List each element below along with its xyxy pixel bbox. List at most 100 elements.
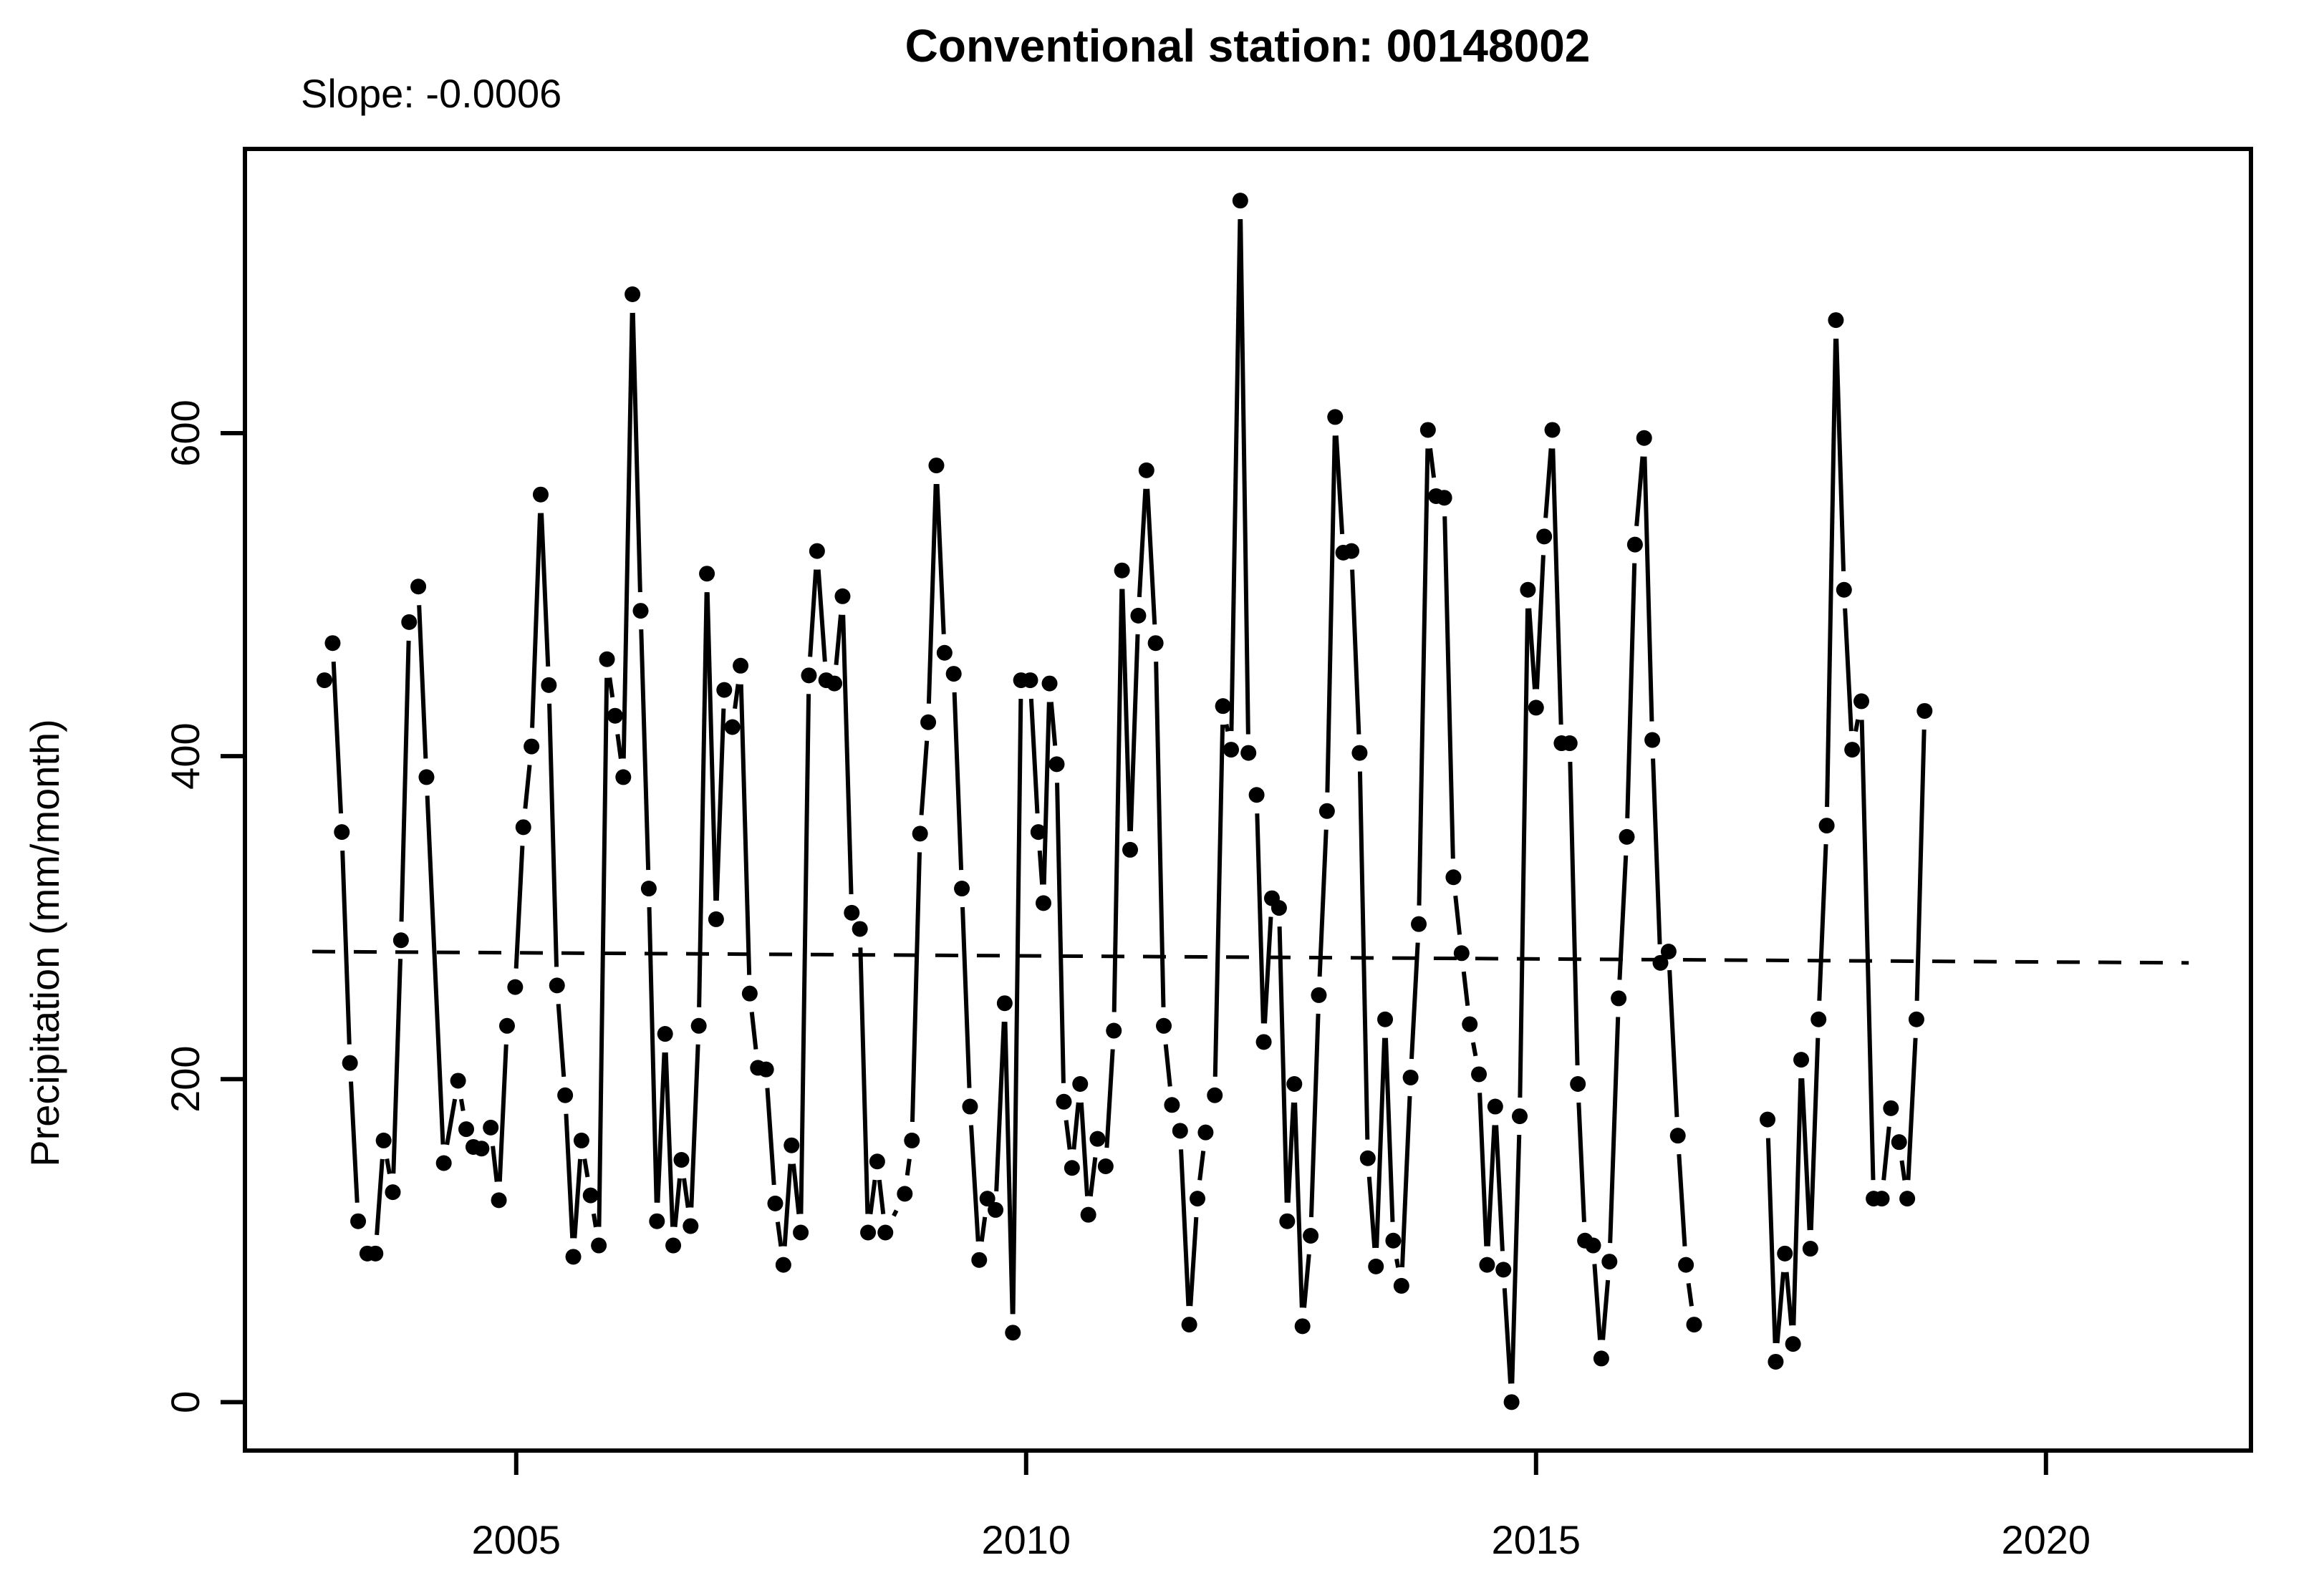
data-point xyxy=(869,1153,885,1170)
series-segment xyxy=(1071,1102,1081,1150)
series-segment xyxy=(1494,1125,1505,1252)
series-segment xyxy=(1037,850,1045,885)
data-point xyxy=(1436,490,1452,506)
data-point xyxy=(1064,1160,1080,1176)
series-segment xyxy=(1394,1258,1401,1268)
data-point xyxy=(350,1213,367,1229)
series-segment xyxy=(1238,219,1250,735)
y-axis-title: Precipitation (mm/month) xyxy=(22,719,67,1167)
data-point xyxy=(1453,945,1470,962)
series-segment xyxy=(349,1081,360,1203)
data-point xyxy=(665,1237,682,1254)
data-point xyxy=(844,904,860,921)
series-segment xyxy=(765,1088,776,1186)
series-segment xyxy=(834,614,844,665)
data-point xyxy=(962,1098,978,1115)
series-segment xyxy=(1128,634,1140,832)
data-point xyxy=(1022,672,1038,689)
data-point xyxy=(1303,1228,1319,1244)
series-segment xyxy=(892,1209,899,1217)
data-point xyxy=(1411,916,1427,932)
data-point xyxy=(1570,1075,1586,1092)
series-segment xyxy=(621,312,635,759)
data-point xyxy=(1393,1277,1409,1294)
data-point xyxy=(1286,1075,1303,1092)
series-segment xyxy=(556,1004,566,1078)
series-segment xyxy=(1453,895,1462,935)
data-point xyxy=(1156,1017,1172,1034)
y-tick-label: 200 xyxy=(163,1045,208,1112)
data-point xyxy=(1495,1262,1512,1278)
series-segment xyxy=(1048,702,1058,746)
data-point xyxy=(1636,430,1652,446)
data-point xyxy=(649,1213,665,1229)
series-segment xyxy=(1765,1138,1778,1344)
series-segment xyxy=(672,1178,682,1227)
data-point xyxy=(699,566,715,582)
data-point xyxy=(1462,1016,1478,1032)
series-segment xyxy=(697,592,709,1007)
series-segment xyxy=(1120,589,1132,832)
series-segment xyxy=(952,692,964,871)
series-segment xyxy=(1163,1044,1172,1087)
series-segment xyxy=(564,1113,575,1239)
data-point xyxy=(1294,1318,1311,1335)
series-segment xyxy=(514,846,525,969)
series-segment xyxy=(663,1052,675,1227)
data-point xyxy=(793,1224,809,1241)
data-point xyxy=(392,932,409,949)
data-point xyxy=(1005,1325,1021,1341)
data-point xyxy=(532,486,549,503)
series-segment xyxy=(1510,1134,1522,1384)
data-point xyxy=(1528,700,1544,716)
series-segment xyxy=(1255,813,1265,1024)
data-point xyxy=(1172,1123,1188,1139)
series-segment xyxy=(1651,758,1662,944)
data-point xyxy=(1402,1069,1419,1085)
y-tick-label: 600 xyxy=(163,400,208,466)
data-point xyxy=(524,738,540,755)
series-segment xyxy=(935,483,946,634)
data-point xyxy=(1479,1257,1495,1273)
data-point xyxy=(877,1224,894,1241)
data-point xyxy=(573,1132,589,1148)
series-segment xyxy=(445,1098,458,1146)
x-tick-label: 2020 xyxy=(2001,1517,2091,1562)
series-segment xyxy=(1350,569,1361,735)
series-segment xyxy=(1518,608,1530,1098)
series-segment xyxy=(1188,1216,1199,1307)
series-segment xyxy=(1224,724,1230,732)
series-segment xyxy=(1825,339,1838,808)
series-segment xyxy=(791,1163,801,1214)
data-point xyxy=(625,286,641,303)
data-point xyxy=(1669,1128,1686,1144)
data-point xyxy=(1471,1066,1488,1083)
series-segment xyxy=(1064,1120,1072,1150)
data-point xyxy=(410,579,427,595)
data-point xyxy=(1844,742,1861,758)
series-segment xyxy=(841,614,854,894)
data-point xyxy=(1899,1191,1916,1207)
data-point xyxy=(1652,954,1669,971)
series-segment xyxy=(877,1179,886,1215)
plot-area: 0 200 400 600 2005 2010 2015 2020 xyxy=(163,147,2253,1562)
data-point xyxy=(758,1061,774,1078)
data-point xyxy=(979,1191,995,1207)
series-segment xyxy=(1286,1102,1296,1203)
series-segment xyxy=(1667,969,1679,1118)
data-point xyxy=(591,1237,607,1254)
data-point xyxy=(1327,409,1344,425)
series-segment xyxy=(391,959,403,1174)
series-segment xyxy=(905,1158,912,1176)
data-point xyxy=(954,881,970,897)
data-point xyxy=(435,1155,452,1171)
data-point xyxy=(473,1141,490,1157)
series-segment xyxy=(1914,729,1927,1001)
data-point xyxy=(557,1087,574,1103)
data-point xyxy=(418,769,435,785)
data-point xyxy=(801,667,817,684)
series-segment xyxy=(1843,608,1853,732)
data-point xyxy=(615,769,632,785)
data-point xyxy=(1048,756,1065,773)
data-point xyxy=(733,657,749,674)
